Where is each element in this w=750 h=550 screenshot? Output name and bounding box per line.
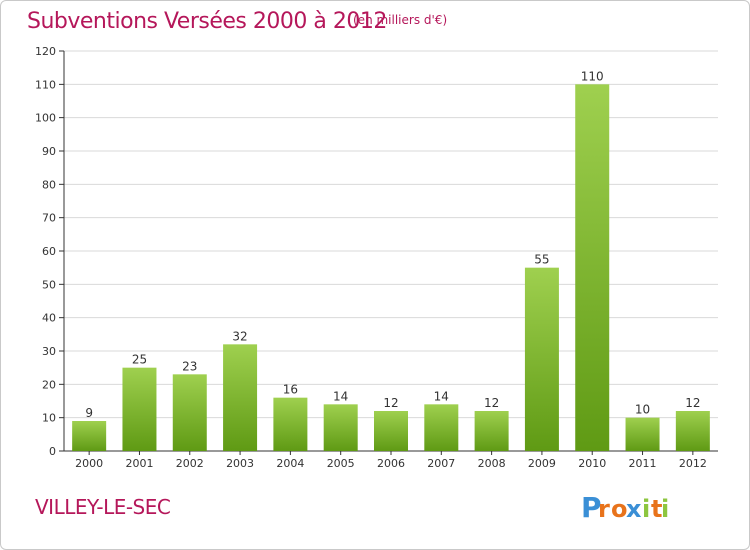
data-label-2005: 14 bbox=[333, 389, 348, 403]
x-tick-label-2007: 2007 bbox=[427, 457, 455, 470]
y-tick-label: 110 bbox=[35, 78, 56, 91]
axes bbox=[59, 50, 718, 455]
y-tick-label: 30 bbox=[42, 345, 56, 358]
data-label-2004: 16 bbox=[283, 383, 298, 397]
y-tick-label: 70 bbox=[42, 212, 56, 225]
data-label-2006: 12 bbox=[383, 396, 398, 410]
town-name: VILLEY-LE-SEC bbox=[35, 495, 171, 519]
data-label-2000: 9 bbox=[85, 406, 93, 420]
y-tick-label: 90 bbox=[42, 145, 56, 158]
logo-letter: o bbox=[611, 495, 628, 523]
y-tick-label: 40 bbox=[42, 312, 56, 325]
x-tick-labels: 2000 2001 2002 2003 2004 2005 2006 2007 2008 2009… bbox=[75, 457, 707, 470]
data-label-2010: 110 bbox=[581, 69, 604, 83]
data-label-2002: 23 bbox=[182, 359, 197, 373]
x-tick-label-2012: 2012 bbox=[679, 457, 707, 470]
y-tick-label: 120 bbox=[35, 45, 56, 58]
bar-2003 bbox=[223, 344, 258, 451]
bar-2010 bbox=[575, 84, 610, 451]
y-tick-label: 20 bbox=[42, 378, 56, 391]
data-label-2009: 55 bbox=[534, 253, 549, 267]
logo-letter: i bbox=[642, 495, 650, 523]
x-tick-label-2003: 2003 bbox=[226, 457, 254, 470]
x-tick-label-2009: 2009 bbox=[528, 457, 556, 470]
x-tick-label-2002: 2002 bbox=[176, 457, 204, 470]
logo-letter: t bbox=[651, 495, 662, 523]
logo-letter: r bbox=[598, 495, 610, 523]
x-tick-label-2001: 2001 bbox=[125, 457, 153, 470]
x-tick-label-2004: 2004 bbox=[276, 457, 304, 470]
y-tick-label: 100 bbox=[35, 112, 56, 125]
bar-2011 bbox=[625, 417, 660, 451]
y-tick-labels: 0 10 20 30 40 50 60 70 80 90 100 110 120 bbox=[35, 45, 56, 458]
chart-title: Subventions Versées 2000 à 2012 bbox=[27, 9, 387, 34]
data-label-2012: 12 bbox=[685, 396, 700, 410]
grid-lines bbox=[64, 50, 718, 419]
x-tick-label-2006: 2006 bbox=[377, 457, 405, 470]
proxiti-logo: Pr ox i ti bbox=[581, 491, 669, 524]
bar-2000 bbox=[72, 421, 107, 451]
data-label-2001: 25 bbox=[132, 353, 147, 367]
x-tick-label-2000: 2000 bbox=[75, 457, 103, 470]
bar-2001 bbox=[122, 367, 157, 451]
chart-unit-label: (en milliers d'€) bbox=[353, 13, 448, 27]
data-label-2008: 12 bbox=[484, 396, 499, 410]
bar-2009 bbox=[524, 267, 559, 451]
data-label-2007: 14 bbox=[434, 389, 449, 403]
x-tick-label-2011: 2011 bbox=[629, 457, 657, 470]
bars bbox=[72, 84, 710, 451]
bar-2004 bbox=[273, 397, 308, 451]
y-tick-label: 0 bbox=[49, 445, 56, 458]
data-label-2011: 10 bbox=[635, 403, 650, 417]
bar-2012 bbox=[675, 411, 710, 451]
bar-2005 bbox=[323, 404, 358, 451]
bar-2008 bbox=[474, 411, 509, 451]
logo-letter: x bbox=[626, 495, 642, 523]
y-tick-label: 80 bbox=[42, 178, 56, 191]
y-tick-label: 60 bbox=[42, 245, 56, 258]
data-label-2003: 32 bbox=[232, 329, 247, 343]
logo-letter: i bbox=[661, 495, 669, 523]
y-tick-label: 50 bbox=[42, 278, 56, 291]
bar-chart: 0 10 20 30 40 50 60 70 80 90 100 110 120 9 25 23 32 16 14… bbox=[35, 45, 718, 470]
bar-2006 bbox=[374, 411, 408, 451]
x-tick-label-2010: 2010 bbox=[578, 457, 606, 470]
bar-2007 bbox=[424, 404, 459, 451]
x-tick-label-2005: 2005 bbox=[327, 457, 355, 470]
x-tick-label-2008: 2008 bbox=[478, 457, 506, 470]
data-labels: 9 25 23 32 16 14 12 14 12 55 110 10 12 bbox=[85, 69, 700, 420]
y-tick-label: 10 bbox=[42, 412, 56, 425]
bar-2002 bbox=[172, 374, 207, 451]
logo-letter: P bbox=[581, 491, 602, 524]
